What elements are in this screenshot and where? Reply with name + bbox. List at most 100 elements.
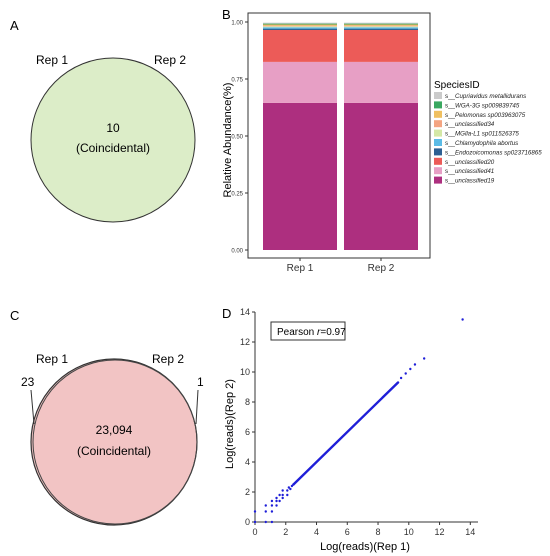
scatter-y-tick-label: 12 — [240, 337, 250, 347]
legend-label: s__WGA-3G sp009839745 — [445, 102, 520, 109]
bar-segment — [344, 24, 418, 26]
legend: s__Cupriavidus metallidurans s__WGA-3G sp… — [434, 92, 542, 185]
scatter-point — [399, 376, 403, 380]
bar-y-axis-label: Relative Abundance(%) — [222, 83, 234, 198]
scatter-x-tick-label: 10 — [404, 527, 414, 537]
venn-a-count: 10 — [106, 121, 120, 135]
panel-d-letter: D — [222, 306, 231, 321]
scatter-point — [264, 510, 267, 513]
scatter-point — [461, 318, 464, 321]
legend-swatch — [434, 101, 442, 109]
bar-segment — [344, 29, 418, 62]
scatter-point — [292, 483, 295, 486]
scatter-point — [253, 510, 257, 513]
scatter-point — [404, 372, 407, 375]
venn-a-caption: (Coincidental) — [76, 141, 150, 155]
venn-c-right-label: Rep 2 — [152, 352, 184, 366]
legend-swatch — [434, 139, 442, 146]
legend-label: s__Chlamydophila abortus — [445, 140, 518, 147]
pearson-annotation-prefix: Pearson — [277, 327, 317, 338]
scatter-point — [278, 493, 281, 497]
bar-segment — [263, 27, 337, 29]
bar-segment — [344, 61, 418, 103]
bar-segment — [263, 29, 337, 62]
scatter-point — [286, 493, 289, 497]
legend-swatch — [434, 157, 442, 165]
scatter-point — [287, 486, 291, 489]
venn-c-left-only: 23 — [21, 375, 35, 389]
venn-c-right-leader — [195, 389, 199, 425]
legend-swatch — [434, 167, 442, 175]
scatter-y-tick-label: 8 — [245, 397, 250, 407]
scatter-point — [409, 367, 412, 371]
bar-x-tick-label: Rep 2 — [368, 263, 395, 274]
bar-y-ticks: 0.00 0.25 0.50 0.75 1.00 — [231, 21, 248, 255]
venn-a-circle — [30, 57, 196, 223]
scatter-point — [290, 484, 294, 488]
bar-segment — [263, 25, 337, 27]
venn-a-left-label: Rep 1 — [36, 53, 68, 67]
scatter-point — [275, 504, 278, 507]
bar-segment — [263, 24, 337, 26]
scatter-point — [270, 499, 274, 503]
scatter-y-tick-label: 14 — [240, 307, 250, 317]
venn-a-right-label: Rep 2 — [154, 53, 186, 67]
scatter-y-tick-label: 4 — [245, 457, 250, 467]
scatter-x-axis-label: Log(reads)(Rep 1) — [320, 541, 410, 553]
scatter-points — [253, 318, 464, 524]
legend-swatch — [434, 176, 442, 184]
legend-swatch — [434, 120, 442, 128]
scatter-axes: 0 2 4 6 8 10 12 14 0 2 4 6 8 10 12 14 — [240, 307, 478, 537]
panel-a: A Rep 1 Rep 2 10 (Coincidental) — [10, 18, 196, 223]
bar-segment — [344, 25, 418, 27]
venn-c-circle-rep1 — [30, 358, 198, 526]
pearson-annotation-r: r — [317, 327, 321, 338]
pearson-annotation: Pearson r=0.97 — [277, 327, 346, 338]
panel-c-letter: C — [10, 308, 19, 323]
bar-segment — [344, 102, 418, 250]
scatter-y-tick-label: 2 — [245, 487, 250, 497]
pearson-annotation-box — [270, 321, 346, 341]
pearson-annotation-value: =0.97 — [320, 327, 346, 338]
scatter-point — [270, 510, 274, 513]
scatter-x-tick-label: 0 — [252, 527, 257, 537]
scatter-point — [278, 499, 281, 503]
scatter-x-tick-label: 12 — [435, 527, 445, 537]
scatter-point — [275, 499, 278, 503]
panel-c: C Rep 1 Rep 2 23 1 23,094 (Coincidental) — [10, 308, 204, 526]
venn-c-caption: (Coincidental) — [77, 444, 151, 458]
legend-title: SpeciesID — [434, 80, 480, 91]
legend-label: s__unclassified41 — [445, 168, 494, 175]
scatter-dense-points — [292, 381, 400, 486]
bar-segment — [263, 23, 337, 25]
scatter-point — [270, 520, 274, 524]
bar-x-tick-label: Rep 1 — [287, 263, 314, 274]
bar-y-tick-label: 1.00 — [231, 21, 243, 27]
scatter-point — [264, 504, 267, 507]
scatter-point — [270, 504, 274, 507]
bar-segment — [344, 28, 418, 30]
scatter-point — [422, 357, 426, 360]
venn-c-left-label: Rep 1 — [36, 352, 68, 366]
bar-x-ticks: Rep 1 Rep 2 — [287, 258, 395, 274]
scatter-x-tick-label: 6 — [345, 527, 350, 537]
venn-c-count: 23,094 — [96, 423, 133, 437]
panel-a-letter: A — [10, 18, 19, 33]
venn-c-right-only: 1 — [197, 375, 204, 389]
scatter-x-tick-label: 14 — [465, 527, 475, 537]
legend-swatch — [434, 92, 442, 99]
venn-c-left-leader — [30, 389, 35, 425]
scatter-x-tick-label: 8 — [376, 527, 381, 537]
scatter-y-tick-label: 0 — [245, 517, 250, 527]
bar-segment — [344, 22, 418, 24]
scatter-point — [264, 520, 267, 524]
legend-swatch — [434, 110, 442, 118]
scatter-x-tick-label: 4 — [314, 527, 319, 537]
legend-label: s__Endozoicomonas sp023716865 — [445, 149, 542, 156]
legend-swatch — [434, 148, 442, 156]
bar-y-tick-label: 0.25 — [231, 192, 243, 198]
scatter-point — [275, 496, 278, 500]
venn-c-circle-rep2 — [32, 359, 198, 525]
